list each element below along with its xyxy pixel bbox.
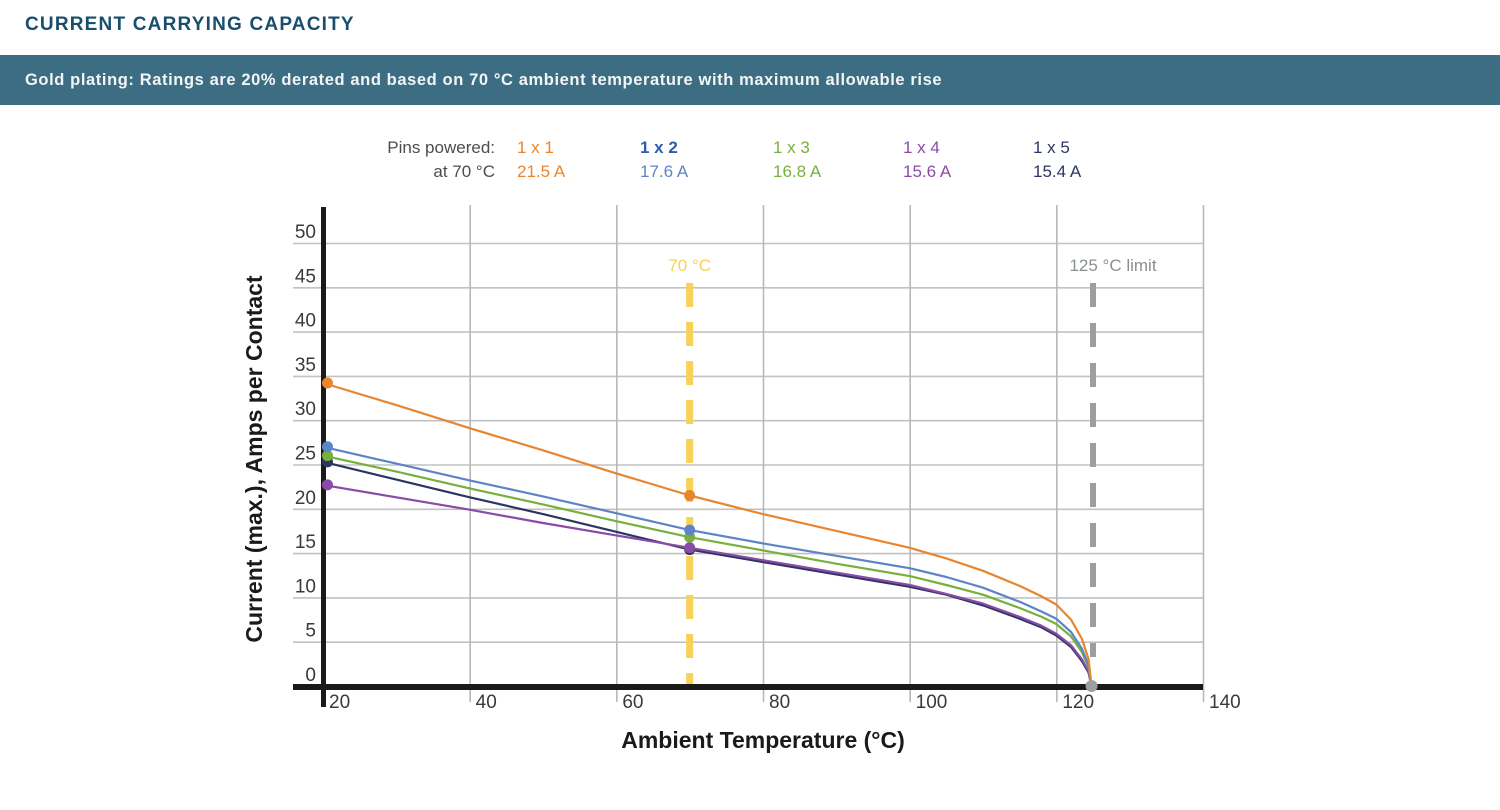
- series: [321, 377, 1093, 688]
- y-tick-label: 0: [305, 665, 316, 686]
- series-start-dot-1x1: [322, 377, 333, 389]
- y-tick-label: 15: [295, 532, 316, 553]
- series-start-dot-1x4: [322, 479, 333, 491]
- x-axis-title: Ambient Temperature (°C): [621, 727, 905, 753]
- x-tick-label: 140: [1209, 692, 1241, 713]
- series-70c-dot-1x1: [684, 490, 696, 502]
- banner: Gold plating: Ratings are 20% derated an…: [0, 55, 1500, 105]
- y-tick-label: 30: [295, 399, 316, 420]
- series-start-dot-1x3: [322, 450, 333, 462]
- legend-entry-1x5-label: 1 x 5: [1033, 138, 1070, 157]
- y-tick-label: 10: [295, 576, 316, 597]
- series-70c-dot-1x2: [684, 524, 696, 536]
- x-tick-label: 20: [329, 692, 350, 713]
- y-tick-label: 45: [295, 266, 316, 287]
- convergence-dot: [1085, 680, 1098, 692]
- legend-entry-1x4-label: 1 x 4: [903, 138, 940, 157]
- x-tick-label: 40: [476, 692, 497, 713]
- x-tick-label: 120: [1062, 692, 1094, 713]
- limit-label-70c: 70 °C: [668, 256, 711, 275]
- derating-chart: 70 °C 125 °C limit 20 40 60 80 100 120 140 0 5 10 15…: [0, 195, 1500, 795]
- limit-lines: 70 °C 125 °C limit: [668, 256, 1157, 687]
- legend-entry-1x3-label: 1 x 3: [773, 138, 810, 157]
- legend-entry-1x2-value: 17.6 A: [640, 162, 689, 181]
- legend-entry-1x1-label: 1 x 1: [517, 138, 554, 157]
- legend-entry-1x2-label: 1 x 2: [640, 138, 678, 157]
- series-curve-1x5: [321, 460, 1093, 688]
- series-start-dot-1x2: [322, 441, 333, 453]
- banner-text: Gold plating: Ratings are 20% derated an…: [25, 70, 943, 89]
- series-70c-dot-1x4: [684, 542, 696, 554]
- y-tick-label: 25: [295, 444, 316, 465]
- legend-entry-1x1-value: 21.5 A: [517, 162, 566, 181]
- y-tick-label: 5: [305, 621, 316, 642]
- x-tick-label: 80: [769, 692, 790, 713]
- chart-svg: 70 °C 125 °C limit 20 40 60 80 100 120 140 0 5 10 15…: [241, 205, 1241, 753]
- legend-entry-1x5-value: 15.4 A: [1033, 162, 1082, 181]
- legend-row2-label: at 70 °C: [433, 162, 495, 181]
- series-curve-1x2: [321, 445, 1093, 688]
- series-curve-1x4: [321, 483, 1093, 688]
- y-tick-label: 20: [295, 488, 316, 509]
- y-tick-label: 50: [295, 222, 316, 243]
- legend-entry-1x4-value: 15.6 A: [903, 162, 952, 181]
- x-gridlines: [469, 205, 1205, 702]
- series-curve-1x1: [321, 381, 1093, 688]
- y-tick-label: 40: [295, 311, 316, 332]
- y-gridlines: [293, 242, 1203, 688]
- axis-titles: Ambient Temperature (°C) Current (max.), …: [241, 275, 905, 753]
- x-tick-label: 60: [622, 692, 643, 713]
- legend-entry-1x3-value: 16.8 A: [773, 162, 822, 181]
- page-title: CURRENT CARRYING CAPACITY: [25, 14, 355, 35]
- y-tick-label: 35: [295, 355, 316, 376]
- y-axis-title: Current (max.), Amps per Contact: [241, 275, 267, 643]
- series-curve-1x3: [321, 454, 1093, 688]
- x-tick-label: 100: [916, 692, 948, 713]
- tick-labels: 20 40 60 80 100 120 140 0 5 10 15 20 25 30 35 40 45 50: [295, 222, 1241, 713]
- legend-row1-label: Pins powered:: [387, 138, 495, 157]
- limit-label-125c: 125 °C limit: [1069, 256, 1156, 275]
